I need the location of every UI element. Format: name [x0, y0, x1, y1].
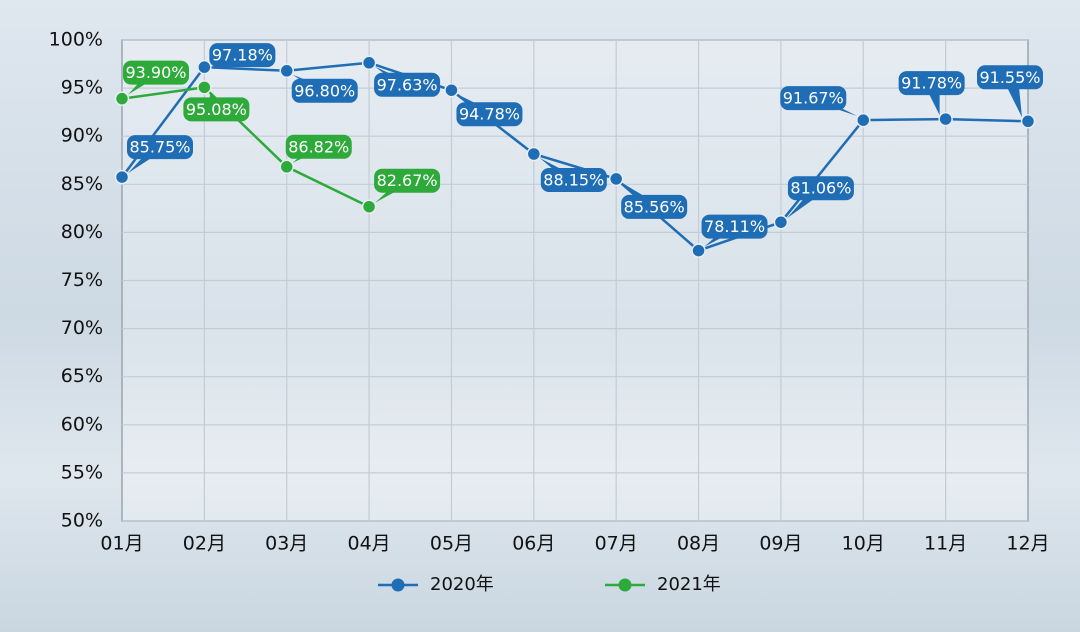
y-tick-label: 75% [61, 269, 103, 291]
x-tick-label: 03月 [265, 533, 308, 555]
data-label: 86.82% [288, 137, 349, 156]
label-box [209, 43, 276, 68]
label-box [374, 72, 441, 97]
data-label: 94.78% [459, 105, 520, 124]
x-tick-label: 08月 [677, 533, 720, 555]
y-tick-label: 60% [61, 413, 103, 435]
x-tick-label: 07月 [595, 533, 638, 555]
x-tick-label: 04月 [347, 533, 390, 555]
data-point [856, 112, 871, 128]
y-tick-label: 55% [61, 461, 103, 483]
label-box [285, 134, 352, 159]
data-point [1020, 114, 1036, 129]
data-point [444, 82, 459, 98]
legend-marker [391, 578, 405, 592]
data-point [361, 55, 377, 71]
data-label: 85.56% [624, 197, 685, 216]
y-tick-label: 95% [61, 77, 103, 99]
legend-label: 2021年 [657, 574, 721, 595]
data-label: 82.67% [377, 171, 438, 190]
marks: 85.75% 97.18% 96.80% 97.63% 94.78% 88.15% 85.5… [114, 43, 1043, 258]
data-point [197, 80, 212, 95]
data-point [938, 111, 953, 127]
data-point [773, 214, 789, 230]
y-tick-label: 85% [61, 173, 103, 195]
label-box [374, 168, 441, 193]
data-label: 81.06% [790, 179, 851, 198]
label-box [787, 176, 854, 201]
data-point [279, 63, 294, 79]
data-label: 95.08% [186, 100, 247, 119]
x-tick-label: 11月 [924, 533, 967, 555]
data-point [114, 91, 130, 106]
y-tick-label: 100% [49, 29, 103, 51]
label-box [456, 102, 523, 127]
data-point [691, 243, 706, 258]
x-tick-label: 01月 [100, 533, 143, 555]
data-label: 97.18% [212, 46, 273, 65]
label-box [123, 60, 189, 85]
data-point [114, 169, 130, 185]
label-box [621, 194, 688, 219]
data-label: 85.75% [129, 138, 190, 157]
data-label: 96.80% [294, 81, 355, 100]
label-box [183, 97, 250, 122]
label-box [780, 86, 847, 111]
x-tick-label: 05月 [430, 533, 473, 555]
y-tick-label: 50% [61, 510, 103, 532]
series-line [120, 61, 1029, 252]
label-box [127, 135, 193, 160]
data-label: 93.90% [125, 63, 186, 82]
data-label: 91.55% [979, 68, 1040, 87]
data-point [608, 171, 624, 187]
x-tick-label: 06月 [512, 533, 555, 555]
legend-marker [618, 578, 632, 592]
series-line [121, 86, 370, 208]
label-box [898, 71, 965, 96]
data-point [526, 146, 542, 162]
label-box [977, 65, 1043, 90]
data-label: 97.63% [377, 75, 438, 94]
data-point [361, 199, 377, 214]
data-point [197, 59, 212, 75]
data-label: 88.15% [543, 170, 604, 189]
label-box [540, 167, 607, 192]
data-point [279, 159, 294, 175]
label-box [701, 214, 768, 239]
y-tick-label: 90% [61, 125, 103, 147]
data-label: 78.11% [704, 217, 765, 236]
y-tick-label: 70% [61, 317, 103, 339]
grid [122, 39, 1028, 522]
x-tick-label: 02月 [183, 533, 226, 555]
legend-label: 2020年 [430, 574, 494, 595]
y-tick-label: 80% [61, 221, 103, 243]
x-tick-label: 09月 [759, 533, 802, 555]
data-label: 91.67% [783, 89, 844, 108]
label-box [291, 78, 358, 103]
data-label: 91.78% [901, 74, 962, 93]
x-tick-label: 12月 [1006, 533, 1049, 555]
y-tick-label: 65% [61, 365, 103, 387]
x-tick-label: 10月 [842, 533, 885, 555]
